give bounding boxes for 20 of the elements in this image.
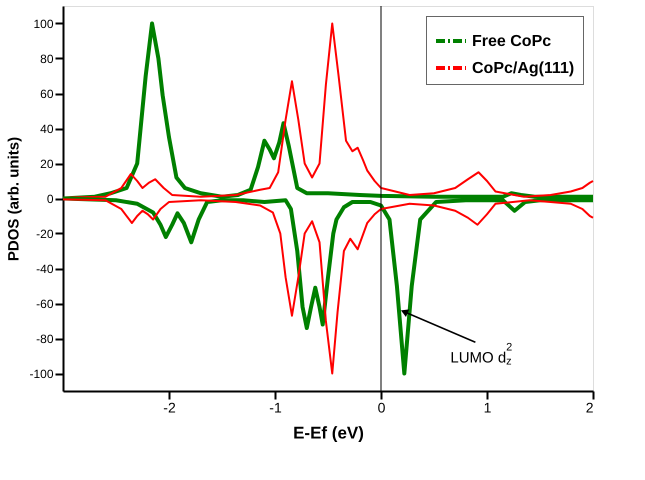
y-tick-label: 80 bbox=[40, 52, 54, 66]
y-tick-label: -100 bbox=[29, 367, 54, 381]
y-tick-label: 20 bbox=[40, 157, 54, 171]
legend-label: CoPc/Ag(111) bbox=[472, 60, 574, 77]
y-tick-label: 40 bbox=[40, 122, 54, 136]
y-axis-title: PDOS (arb. units) bbox=[5, 136, 22, 262]
y-tick-label: -20 bbox=[36, 227, 54, 241]
x-axis-title: E-Ef (eV) bbox=[293, 424, 364, 442]
x-tick-label: 1 bbox=[484, 400, 492, 416]
x-tick-label: -2 bbox=[163, 400, 176, 416]
y-tick-label: -80 bbox=[36, 332, 54, 346]
x-tick-label: -1 bbox=[269, 400, 282, 416]
y-tick-label: 60 bbox=[40, 87, 54, 101]
y-tick-label: -40 bbox=[36, 262, 54, 276]
y-tick-label: 0 bbox=[46, 192, 54, 206]
y-tick-label: -60 bbox=[36, 297, 54, 311]
x-tick-label: 2 bbox=[586, 400, 594, 416]
y-tick-label: 100 bbox=[33, 17, 54, 31]
legend-label: Free CoPc bbox=[472, 33, 552, 50]
x-tick-label: 0 bbox=[378, 400, 386, 416]
